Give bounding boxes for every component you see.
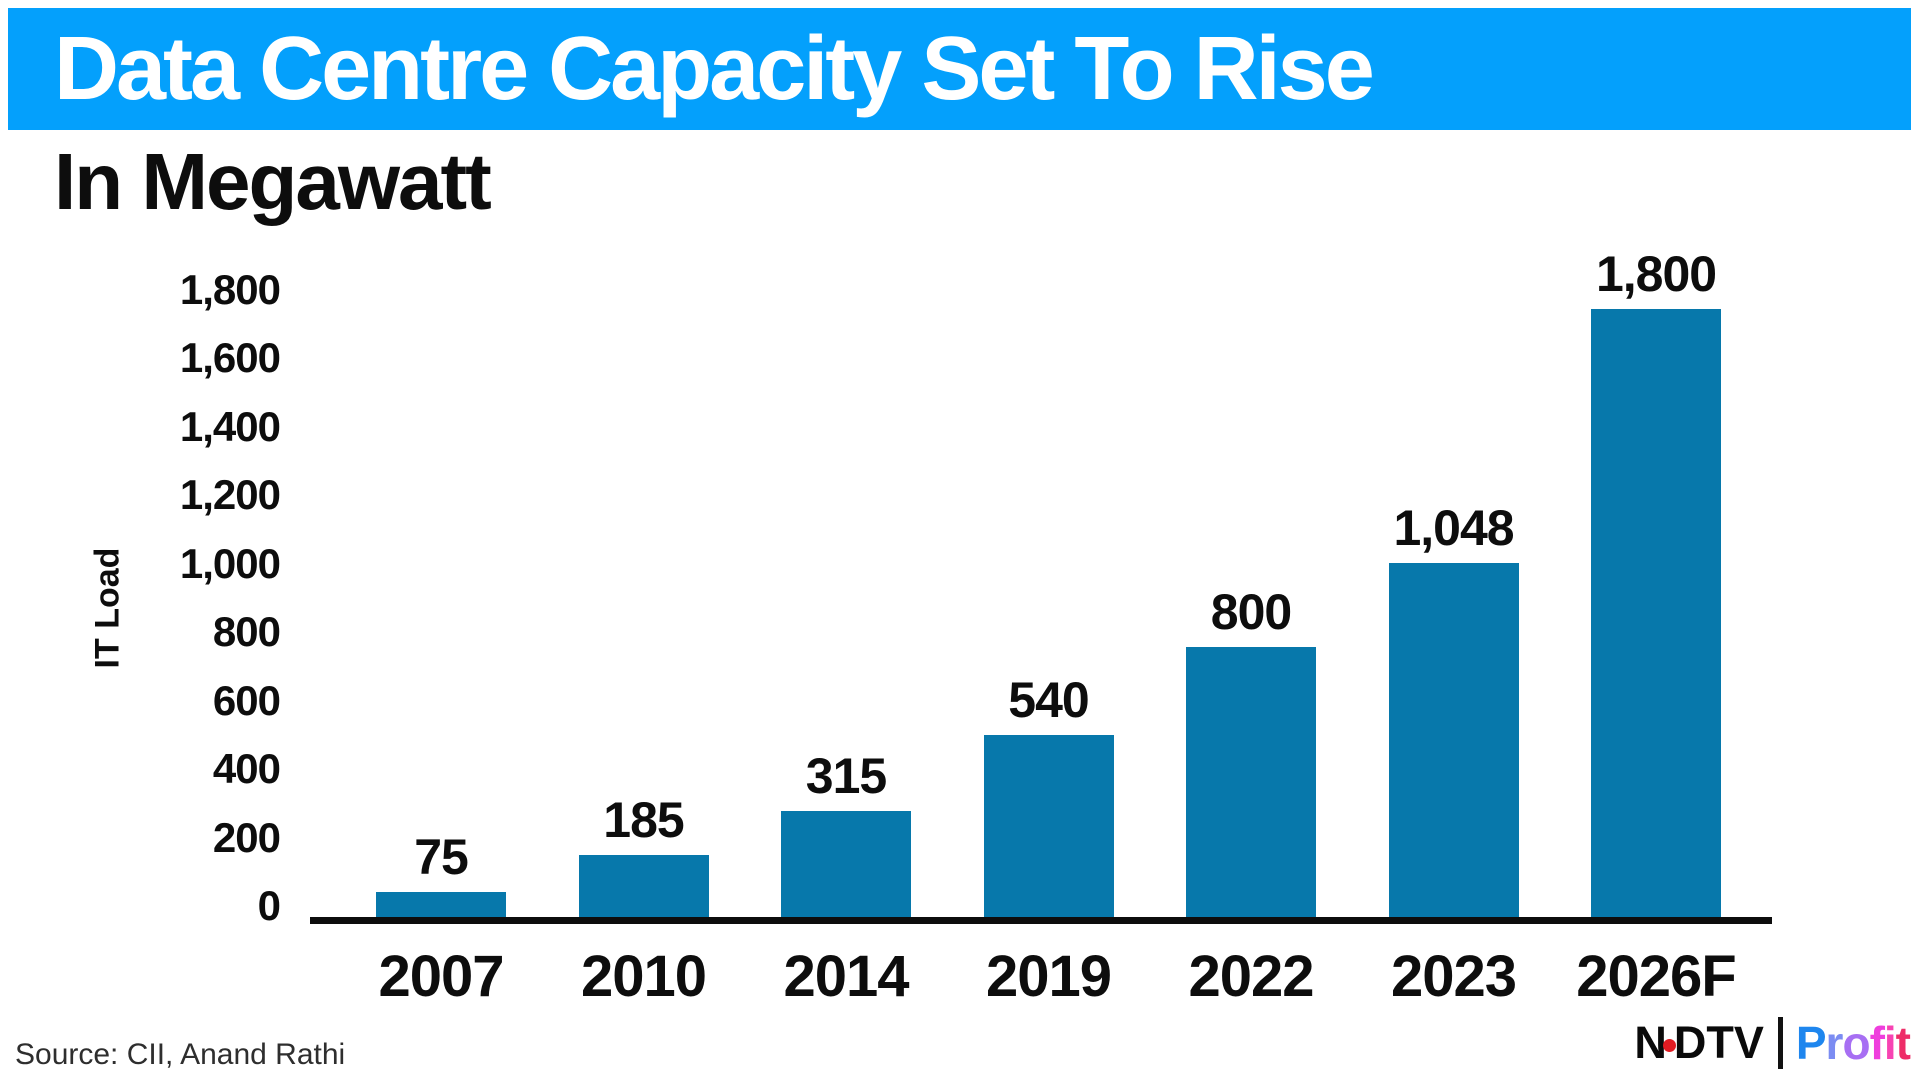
ndtv-wordmark: N DTV — [1634, 1017, 1764, 1069]
y-tick-label: 200 — [212, 813, 281, 861]
y-tick-label: 1,800 — [179, 265, 281, 313]
y-tick-label: 800 — [212, 608, 281, 655]
bar — [578, 855, 709, 917]
y-tick-label: 1,000 — [179, 539, 281, 587]
profit-letter: f — [1869, 1017, 1885, 1069]
bar-value-label: 185 — [603, 792, 684, 848]
bar-value-label: 315 — [805, 748, 887, 804]
bar — [781, 811, 911, 917]
bar — [983, 735, 1114, 917]
x-tick-label: 2026F — [1576, 944, 1736, 1009]
x-tick-label: 2014 — [783, 944, 909, 1009]
logo-divider — [1777, 1017, 1783, 1069]
bar-value-label: 1,800 — [1595, 246, 1717, 302]
profit-letter: P — [1795, 1017, 1827, 1069]
profit-letter: t — [1895, 1017, 1911, 1069]
x-tick-label: 2019 — [985, 944, 1112, 1009]
ndtv-red-dot-icon — [1662, 1038, 1676, 1052]
y-tick-label: 400 — [212, 745, 281, 792]
y-tick-label: 1,600 — [179, 334, 281, 381]
bar — [1591, 309, 1721, 917]
x-tick-label: 2007 — [378, 944, 504, 1009]
chart-subtitle: In Megawatt — [54, 137, 492, 226]
y-tick-label: 0 — [257, 882, 281, 929]
x-tick-label: 2023 — [1390, 944, 1517, 1009]
x-tick-label: 2022 — [1188, 944, 1314, 1009]
y-tick-label: 1,200 — [179, 471, 281, 518]
bar — [1186, 647, 1316, 917]
y-tick-label: 600 — [212, 676, 281, 724]
bar — [376, 892, 506, 917]
source-note: Source: CII, Anand Rathi — [15, 1038, 346, 1071]
bar — [1388, 563, 1519, 917]
title-banner: Data Centre Capacity Set To Rise — [8, 8, 1911, 130]
page-title: Data Centre Capacity Set To Rise — [54, 18, 1375, 119]
bar-value-label: 800 — [1210, 584, 1292, 640]
ndtv-letter-n: N — [1634, 1017, 1667, 1068]
x-tick-label: 2010 — [580, 944, 707, 1009]
profit-letter: r — [1825, 1017, 1844, 1069]
y-tick-label: 1,400 — [179, 402, 281, 450]
ndtv-letters-dtv: DTV — [1673, 1017, 1764, 1068]
profit-letter: o — [1842, 1017, 1870, 1069]
bar-value-label: 540 — [1008, 672, 1089, 728]
bar-value-label: 1,048 — [1393, 500, 1514, 556]
bar-value-label: 75 — [414, 829, 469, 885]
x-axis-line — [310, 917, 1772, 924]
profit-letter: i — [1883, 1017, 1897, 1069]
